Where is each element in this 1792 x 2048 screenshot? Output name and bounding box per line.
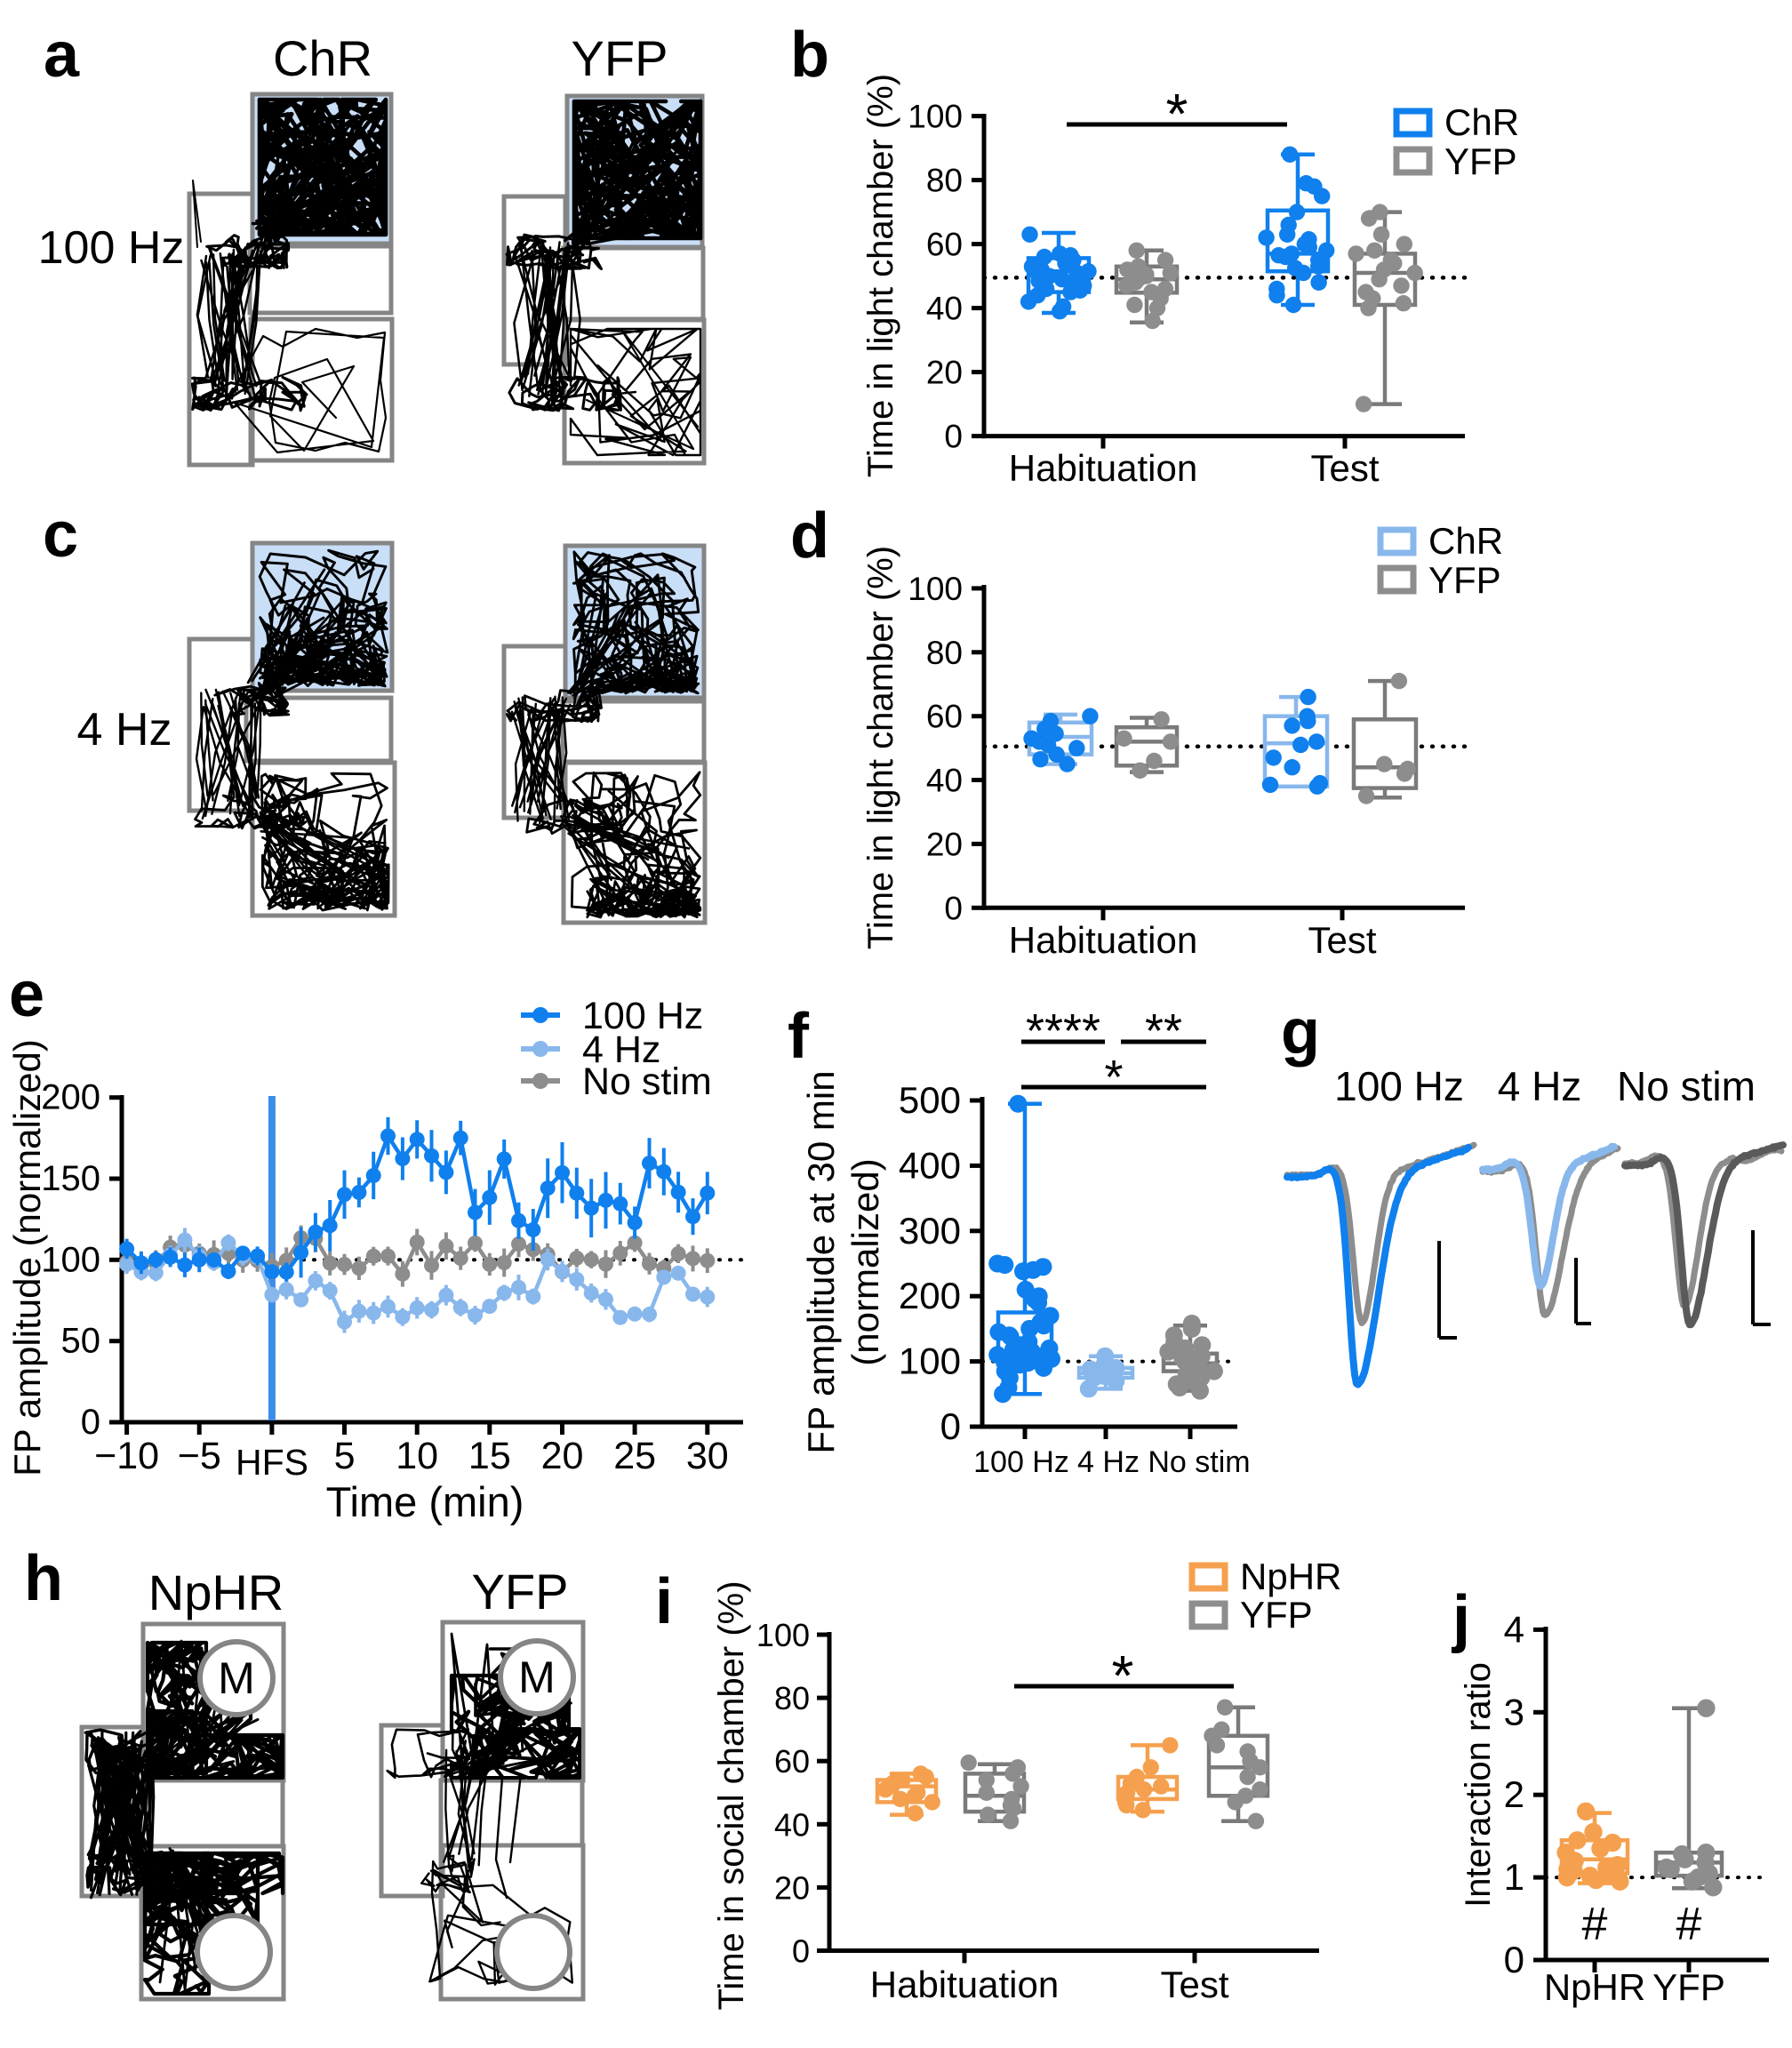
svg-text:60: 60 [926,699,963,735]
svg-text:4 Hz: 4 Hz [1077,1445,1140,1479]
svg-text:d: d [790,500,829,572]
svg-text:200: 200 [899,1275,961,1316]
svg-text:100 Hz: 100 Hz [973,1445,1069,1479]
svg-text:Time in social chamber (%): Time in social chamber (%) [712,1580,751,2010]
svg-text:1: 1 [1504,1856,1524,1898]
svg-text:YFP: YFP [1240,1594,1313,1636]
svg-text:0: 0 [944,419,963,455]
svg-text:ChR: ChR [1444,101,1519,143]
svg-text:g: g [1281,996,1320,1068]
svg-text:0: 0 [944,890,963,926]
svg-text:15: 15 [468,1435,511,1477]
svg-text:NpHR: NpHR [1544,1966,1645,2008]
svg-text:*: * [1112,1644,1134,1708]
svg-text:80: 80 [926,163,963,199]
svg-text:ChR: ChR [1428,520,1503,562]
svg-text:h: h [24,1543,63,1614]
svg-text:YFP: YFP [572,30,668,86]
svg-text:#: # [1676,1899,1702,1950]
svg-text:100 Hz: 100 Hz [38,222,185,274]
svg-text:**: ** [1145,1004,1182,1058]
svg-text:40: 40 [926,763,963,799]
svg-text:NpHR: NpHR [1240,1556,1341,1597]
svg-text:NpHR: NpHR [148,1564,284,1620]
svg-text:3: 3 [1504,1691,1524,1732]
svg-text:5: 5 [334,1435,356,1477]
svg-text:*: * [1104,1051,1123,1104]
svg-text:YFP: YFP [1428,559,1501,601]
svg-text:FP amplitude at 30 min: FP amplitude at 30 min [800,1070,842,1453]
svg-text:a: a [44,20,80,91]
svg-text:FP amplitude (normalized): FP amplitude (normalized) [6,1039,48,1476]
svg-text:50: 50 [61,1322,101,1361]
svg-text:Time (min): Time (min) [326,1478,524,1525]
svg-text:0: 0 [81,1403,100,1442]
svg-text:#: # [1582,1899,1608,1950]
svg-text:YFP: YFP [1444,140,1517,182]
svg-text:M: M [218,1653,255,1703]
svg-text:40: 40 [774,1806,810,1843]
svg-text:0: 0 [792,1933,810,1970]
svg-text:100: 100 [908,571,963,607]
svg-text:100 Hz: 100 Hz [1334,1063,1464,1109]
svg-text:20: 20 [926,355,963,391]
svg-text:*: * [1166,82,1188,146]
svg-text:30: 30 [686,1435,729,1477]
svg-text:****: **** [1026,1004,1100,1058]
svg-text:ChR: ChR [273,30,372,86]
svg-text:4 Hz: 4 Hz [77,704,172,756]
svg-text:200: 200 [41,1078,100,1117]
svg-text:20: 20 [541,1435,584,1477]
svg-text:c: c [43,500,78,571]
svg-text:4 Hz: 4 Hz [1498,1063,1582,1109]
svg-text:f: f [788,1001,810,1072]
svg-text:Time in light chamber (%): Time in light chamber (%) [861,74,900,477]
svg-text:YFP: YFP [472,1564,569,1620]
svg-text:0: 0 [1504,1939,1524,1980]
svg-text:100: 100 [41,1240,100,1279]
svg-text:60: 60 [926,227,963,263]
svg-text:150: 150 [41,1159,100,1198]
svg-text:400: 400 [899,1144,961,1186]
svg-text:4: 4 [1504,1608,1524,1650]
svg-text:Interaction ratio: Interaction ratio [1459,1662,1498,1908]
svg-text:No stim: No stim [582,1060,712,1103]
svg-text:Test: Test [1160,1964,1228,2005]
svg-text:100: 100 [899,1340,961,1382]
svg-text:j: j [1451,1583,1470,1654]
svg-text:40: 40 [926,291,963,327]
svg-text:100 Hz: 100 Hz [582,995,703,1037]
svg-text:Habituation: Habituation [1009,447,1197,489]
svg-text:(normalized): (normalized) [844,1158,886,1365]
svg-text:Time in light chamber (%): Time in light chamber (%) [861,546,900,949]
svg-text:60: 60 [774,1743,810,1780]
svg-text:25: 25 [613,1435,656,1477]
svg-text:HFS: HFS [236,1442,308,1483]
svg-text:−5: −5 [178,1435,221,1477]
svg-text:No stim: No stim [1617,1063,1756,1109]
svg-text:500: 500 [899,1079,961,1121]
svg-text:100: 100 [908,99,963,135]
svg-text:Test: Test [1308,919,1376,961]
svg-text:Habituation: Habituation [1009,919,1197,961]
svg-text:10: 10 [396,1435,438,1477]
svg-text:20: 20 [774,1869,810,1906]
svg-text:Habituation: Habituation [870,1964,1059,2005]
svg-text:YFP: YFP [1652,1966,1725,2008]
svg-text:e: e [9,959,44,1030]
svg-text:80: 80 [926,635,963,671]
svg-text:Test: Test [1310,447,1379,489]
svg-text:2: 2 [1504,1773,1524,1815]
svg-text:i: i [655,1566,673,1637]
svg-text:20: 20 [926,826,963,862]
svg-text:M: M [518,1652,556,1702]
svg-text:80: 80 [774,1680,810,1716]
svg-text:0: 0 [940,1405,961,1447]
svg-text:No stim: No stim [1148,1445,1250,1479]
svg-text:−10: −10 [94,1435,159,1477]
svg-text:100: 100 [756,1617,810,1653]
svg-text:b: b [790,20,829,91]
svg-text:4 Hz: 4 Hz [582,1028,660,1071]
svg-text:300: 300 [899,1210,961,1252]
